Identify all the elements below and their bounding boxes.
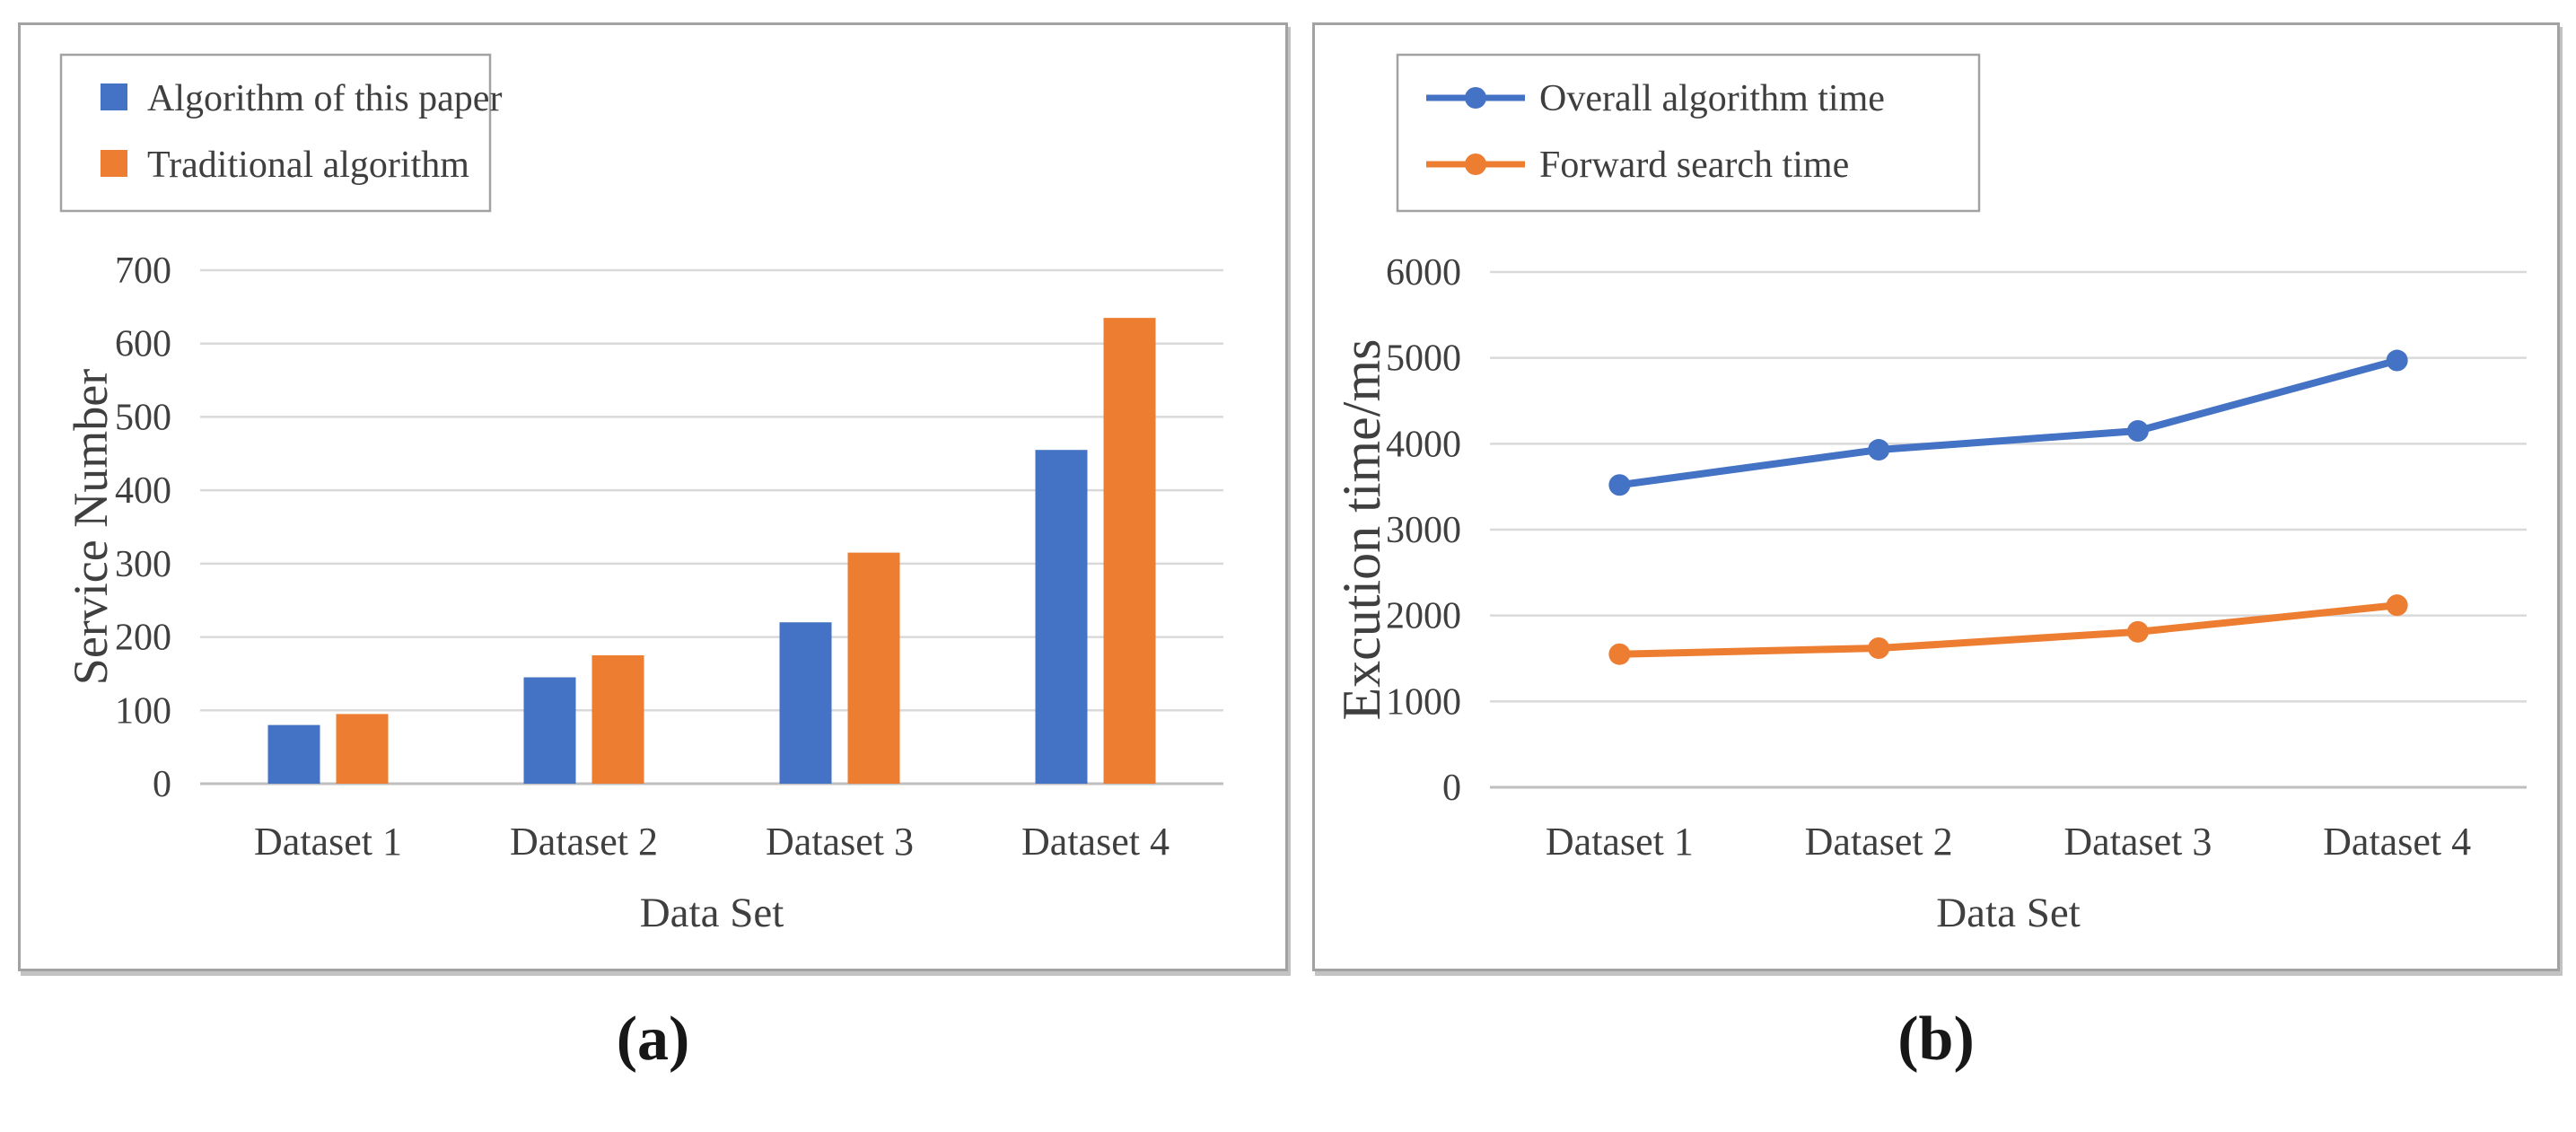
data-point-marker (1868, 637, 1890, 660)
y-axis-title: Excution time/ms (1332, 339, 1391, 721)
y-tick-label: 3000 (1386, 510, 1461, 551)
data-point-marker (1868, 439, 1890, 461)
y-axis-title: Service Number (64, 369, 118, 685)
legend-label: Overall algorithm time (1539, 78, 1885, 119)
legend-box (59, 53, 492, 213)
bar (1035, 450, 1088, 784)
chart-a-panel: 0 100 200 300 400 500 600 700 Dataset 1 Dataset 2… (18, 22, 1288, 971)
legend-swatch (101, 83, 127, 110)
x-category-label: Dataset 4 (1021, 820, 1170, 864)
y-tick-label: 600 (115, 324, 171, 365)
bar (847, 552, 900, 784)
data-point-marker (1608, 643, 1631, 665)
y-tick-label: 0 (1442, 768, 1461, 809)
x-axis-title: Data Set (1936, 890, 2081, 936)
bar (336, 714, 389, 784)
y-tick-label: 0 (153, 764, 171, 805)
legend-label: Forward search time (1539, 145, 1849, 186)
data-point-marker (1608, 474, 1631, 496)
bar (523, 677, 576, 784)
y-tick-label: 1000 (1386, 681, 1461, 723)
caption-a: (a) (616, 1005, 690, 1074)
y-tick-label: 100 (115, 690, 171, 732)
bar (1103, 318, 1156, 785)
y-tick-label: 6000 (1386, 252, 1461, 294)
legend-marker (1465, 154, 1486, 175)
legend-label: Algorithm of this paper (147, 78, 502, 119)
y-tick-label: 5000 (1386, 338, 1461, 380)
bar-chart-service-number: 0 100 200 300 400 500 600 700 Dataset 1 Dataset 2… (59, 53, 1223, 936)
line-chart-execution-time: 0 1000 2000 3000 4000 5000 6000 Dataset 1 Datase… (1332, 53, 2527, 936)
x-category-label: Dataset 1 (254, 820, 402, 864)
x-axis-title: Data Set (640, 890, 784, 936)
bar (591, 655, 644, 784)
data-point-marker (2386, 594, 2408, 617)
y-tick-label: 4000 (1386, 424, 1461, 465)
legend-box (1396, 53, 1981, 213)
y-tick-label: 300 (115, 544, 171, 585)
caption-b: (b) (1897, 1005, 1975, 1074)
x-category-label: Dataset 4 (2323, 820, 2471, 864)
y-tick-label: 700 (115, 250, 171, 292)
x-category-label: Dataset 1 (1546, 820, 1694, 864)
legend-swatch (101, 150, 127, 177)
y-tick-label: 400 (115, 470, 171, 512)
data-point-marker (2126, 419, 2149, 442)
data-point-marker (2386, 349, 2408, 372)
x-category-label: Dataset 3 (2063, 820, 2212, 864)
data-line (1616, 601, 2401, 658)
bar (267, 724, 320, 784)
y-tick-label: 200 (115, 618, 171, 659)
x-category-label: Dataset 3 (766, 820, 914, 864)
x-category-label: Dataset 2 (510, 820, 658, 864)
legend-label: Traditional algorithm (147, 145, 469, 186)
y-tick-label: 2000 (1386, 596, 1461, 637)
data-line (1616, 356, 2401, 489)
bar (779, 622, 832, 784)
y-tick-label: 500 (115, 397, 171, 438)
data-point-marker (2126, 620, 2149, 643)
chart-b-panel: 0 1000 2000 3000 4000 5000 6000 Dataset 1 Datase… (1312, 22, 2560, 971)
legend-marker (1465, 87, 1486, 109)
x-category-label: Dataset 2 (1805, 820, 1953, 864)
